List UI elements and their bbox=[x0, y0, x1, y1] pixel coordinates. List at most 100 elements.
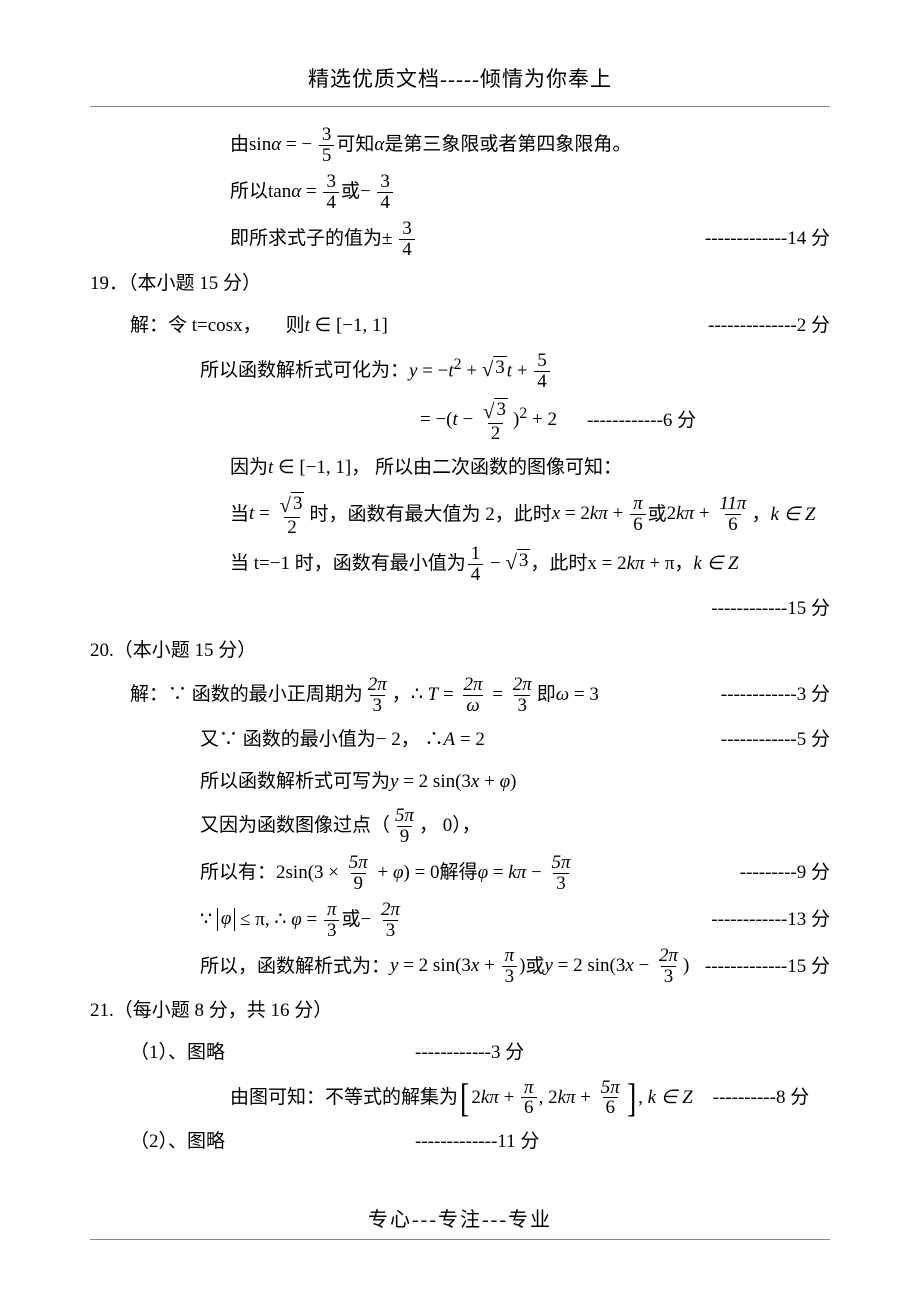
math-x2: x = 2kπ + π， bbox=[587, 546, 693, 582]
page-header: 精选优质文档-----倾情为你奉上 bbox=[90, 60, 830, 100]
p21-title: 21.（每小题 8 分，共 16 分） bbox=[90, 993, 830, 1029]
kz2: k ∈ Z bbox=[693, 546, 738, 582]
p19-line5: 当 t = √3 2 时，函数有最大值为 2，此时 x = 2kπ + π6 或… bbox=[90, 492, 830, 538]
text: ， bbox=[392, 677, 411, 713]
dashes: ------------ bbox=[415, 1035, 491, 1071]
phi-sol: φ = kπ − 5π3 bbox=[478, 853, 576, 894]
math-y1: y = −t2 + √3t + 54 bbox=[409, 350, 552, 392]
score: 6 分 bbox=[663, 403, 696, 439]
math-range2: t ∈ [−1, 1] bbox=[268, 450, 351, 486]
math-neg34: − 34 bbox=[360, 172, 395, 213]
final2: y = 2 sin(3x − 2π3) bbox=[544, 946, 689, 987]
frac-pi-6: π6 bbox=[630, 494, 646, 535]
text: 即所求式子的值为 bbox=[230, 221, 382, 257]
text: ， bbox=[751, 497, 770, 533]
text: 是第三象限或者第四象限角。 bbox=[384, 127, 631, 163]
A2: A = 2 bbox=[444, 722, 485, 758]
neg2: − 2 bbox=[376, 722, 401, 758]
score: 14 分 bbox=[787, 221, 830, 257]
omega3: ω = 3 bbox=[556, 677, 599, 713]
text: 当 t=−1 时，函数有最小值为 bbox=[230, 546, 466, 582]
p20-line2: 又∵ 函数的最小值为 − 2 ， ∴ A = 2 ------------ 5 … bbox=[90, 722, 830, 758]
final1: y = 2 sin(3x + π3) bbox=[390, 946, 525, 987]
math-x1b: 2kπ + 11π6 bbox=[667, 494, 752, 535]
text: 可知 bbox=[336, 127, 374, 163]
text: 即 bbox=[537, 677, 556, 713]
frac-2pi-3c: 2π3 bbox=[378, 900, 403, 941]
text: 所以函数解析式可化为： bbox=[200, 353, 409, 389]
kz1: k ∈ Z bbox=[770, 497, 815, 533]
frac-pi-3b: π3 bbox=[502, 946, 518, 987]
p19-line3: = −(t − √3 2 )2 + 2 ------------ 6 分 bbox=[90, 398, 830, 444]
text: 所以有： bbox=[200, 855, 276, 891]
text: （2）、图略 bbox=[130, 1124, 225, 1160]
score: 2 分 bbox=[797, 308, 830, 344]
alpha: α bbox=[374, 127, 384, 163]
content: 由 sinα = − 35 可知 α 是第三象限或者第四象限角。 所以 tanα… bbox=[90, 107, 830, 1161]
text: 所以，函数解析式为： bbox=[200, 949, 390, 985]
text: 解得 bbox=[440, 855, 478, 891]
rbracket-icon: ] bbox=[627, 1084, 636, 1112]
dashes: ------------- bbox=[415, 1124, 497, 1160]
text: 所以函数解析式可写为 bbox=[200, 764, 390, 800]
frac-3-5: 35 bbox=[319, 125, 335, 166]
frac-pi-6b: π6 bbox=[521, 1078, 537, 1119]
page: 精选优质文档-----倾情为你奉上 由 sinα = − 35 可知 α 是第三… bbox=[0, 0, 920, 1280]
score: 15 分 bbox=[787, 949, 830, 985]
score: 8 分 bbox=[776, 1080, 809, 1116]
dashes: ------------ bbox=[721, 722, 797, 758]
text: 时，函数有最大值为 2，此时 bbox=[309, 497, 551, 533]
dashes: ---------- bbox=[713, 1080, 776, 1116]
interval: 2kπ + π6, 2kπ + 5π6 bbox=[471, 1078, 624, 1119]
page-footer: 专心---专注---专业 bbox=[90, 1201, 830, 1239]
math-min: 14 − √3 bbox=[466, 544, 531, 585]
eq-solve: 2sin(3 × 5π9 + φ) = 0 bbox=[276, 853, 440, 894]
score: 9 分 bbox=[797, 855, 830, 891]
frac-2pi-w: 2πω bbox=[460, 675, 485, 716]
text: 或 bbox=[341, 174, 360, 210]
dashes: ------------ bbox=[711, 591, 787, 627]
frac-5-4: 54 bbox=[534, 351, 550, 392]
math-t-sqrt32: t = √3 2 bbox=[249, 492, 309, 538]
p21-line3: （2）、图略 ------------- 11 分 bbox=[90, 1124, 830, 1160]
p19-line6: 当 t=−1 时，函数有最小值为 14 − √3 ，此时 x = 2kπ + π… bbox=[90, 544, 830, 585]
phi-neg: − 2π3 bbox=[361, 900, 406, 941]
frac-2pi-3d: 2π3 bbox=[656, 946, 681, 987]
p18-line2: 所以 tanα = 34 或 − 34 bbox=[90, 172, 830, 213]
text: 又∵ 函数的最小值为 bbox=[200, 722, 376, 758]
frac-5pi-9b: 5π9 bbox=[346, 853, 371, 894]
p20-line7: 所以，函数解析式为： y = 2 sin(3x + π3) 或 y = 2 si… bbox=[90, 946, 830, 987]
score: 3 分 bbox=[797, 677, 830, 713]
frac-2pi-3a: 2π3 bbox=[365, 675, 390, 716]
text: 解：∵ 函数的最小正周期为 bbox=[130, 677, 363, 713]
score: 3 分 bbox=[491, 1035, 524, 1071]
dashes: ------------ bbox=[721, 677, 797, 713]
p20-line3: 所以函数解析式可写为 y = 2 sin(3x + φ) bbox=[90, 764, 830, 800]
dashes: ------------- bbox=[705, 949, 787, 985]
frac-1-4: 14 bbox=[468, 544, 484, 585]
dashes: --------- bbox=[740, 855, 797, 891]
math-x1: x = 2kπ + π6 bbox=[552, 494, 648, 535]
frac-pi-3a: π3 bbox=[324, 900, 340, 941]
score: 13 分 bbox=[787, 902, 830, 938]
abs-cond: ∵ φ ≤ π, ∴ φ = π3 bbox=[200, 900, 341, 941]
text: 又因为函数图像过点（ bbox=[200, 808, 390, 844]
frac-2pi-3b: 2π3 bbox=[510, 675, 535, 716]
math-tan: tanα = 34 bbox=[268, 172, 341, 213]
p19-line1: 解：令 t=cosx， 则 t ∈ [−1, 1] --------------… bbox=[90, 308, 830, 344]
p21-line2: 由图可知：不等式的解集为 [ 2kπ + π6, 2kπ + 5π6 ] , k… bbox=[90, 1078, 830, 1119]
dashes: ------------ bbox=[711, 902, 787, 938]
text: 则 bbox=[286, 308, 305, 344]
frac-sqrt3-2a: √3 2 bbox=[480, 398, 511, 444]
sqrt3b: √3 bbox=[505, 549, 530, 573]
text: ， 所以由二次函数的图像可知： bbox=[351, 450, 622, 486]
text: ， ∴ bbox=[401, 722, 444, 758]
p20-title: 20.（本小题 15 分） bbox=[90, 633, 830, 669]
frac-3-4a: 34 bbox=[323, 172, 339, 213]
p20-line1: 解：∵ 函数的最小正周期为 2π3 ， ∴ T = 2πω = 2π3 即 ω … bbox=[90, 675, 830, 716]
math-T: ∴ T = 2πω = 2π3 bbox=[411, 675, 537, 716]
frac-sqrt3-2b: √3 2 bbox=[277, 492, 308, 538]
frac-3-4b: 34 bbox=[377, 172, 393, 213]
math-pm34: ± 34 bbox=[382, 219, 417, 260]
footer-rule bbox=[90, 1239, 830, 1240]
